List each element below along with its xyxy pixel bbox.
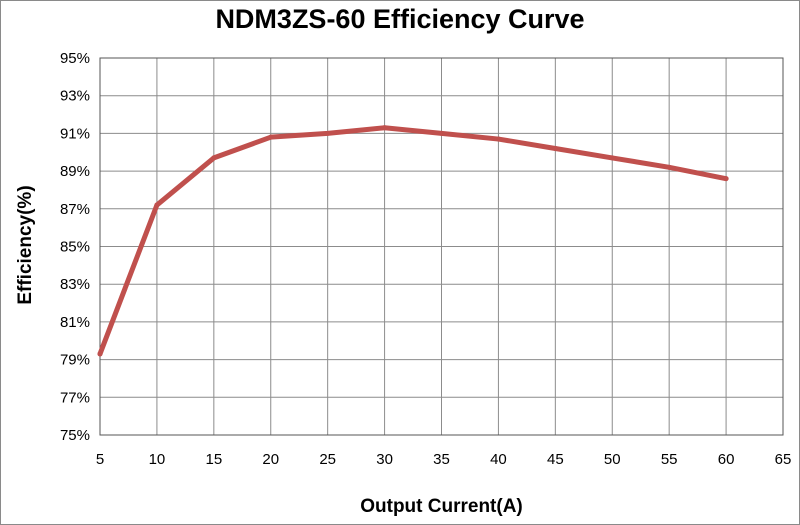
x-tick-label: 10 — [149, 451, 166, 468]
data-point — [609, 155, 615, 161]
data-point — [268, 134, 274, 140]
y-tick-label: 91% — [60, 125, 90, 142]
x-tick-label: 30 — [376, 451, 393, 468]
x-axis-label: Output Current(A) — [360, 496, 523, 517]
tick-layer: 5 10 15 20 25 30 35 40 45 50 55 60 65 75% 77% 79% 81% 83%… — [60, 50, 791, 468]
y-tick-label: 93% — [60, 88, 90, 105]
data-point — [552, 145, 558, 151]
x-tick-label: 35 — [433, 451, 450, 468]
y-tick-label: 79% — [60, 352, 90, 369]
data-point — [211, 155, 217, 161]
data-point — [97, 351, 103, 357]
y-tick-label: 83% — [60, 276, 90, 293]
x-tick-label: 40 — [490, 451, 507, 468]
x-tick-label: 45 — [547, 451, 564, 468]
y-tick-label: 77% — [60, 389, 90, 406]
x-tick-label: 60 — [718, 451, 735, 468]
plot-area-border — [99, 57, 784, 436]
x-tick-label: 65 — [775, 451, 792, 468]
chart-title: NDM3ZS-60 Efficiency Curve — [215, 4, 585, 34]
series-layer — [97, 125, 729, 357]
y-tick-label: 89% — [60, 163, 90, 180]
x-tick-label: 50 — [604, 451, 621, 468]
x-tick-label: 5 — [96, 451, 104, 468]
y-tick-label: 87% — [60, 201, 90, 218]
series-line — [97, 125, 729, 357]
y-tick-label: 85% — [60, 239, 90, 256]
data-point — [382, 125, 388, 131]
data-point — [325, 130, 331, 136]
y-tick-label: 95% — [60, 50, 90, 67]
x-tick-label: 25 — [319, 451, 336, 468]
data-point — [439, 130, 444, 136]
x-tick-label: 15 — [205, 451, 222, 468]
y-tick-label: 75% — [60, 427, 90, 444]
data-point — [154, 202, 160, 208]
x-tick-label: 20 — [262, 451, 279, 468]
grid-layer — [99, 57, 784, 436]
data-point — [666, 164, 672, 170]
y-tick-label: 81% — [60, 314, 90, 331]
x-tick-label: 55 — [661, 451, 678, 468]
data-point — [723, 176, 729, 182]
data-point — [495, 136, 501, 142]
